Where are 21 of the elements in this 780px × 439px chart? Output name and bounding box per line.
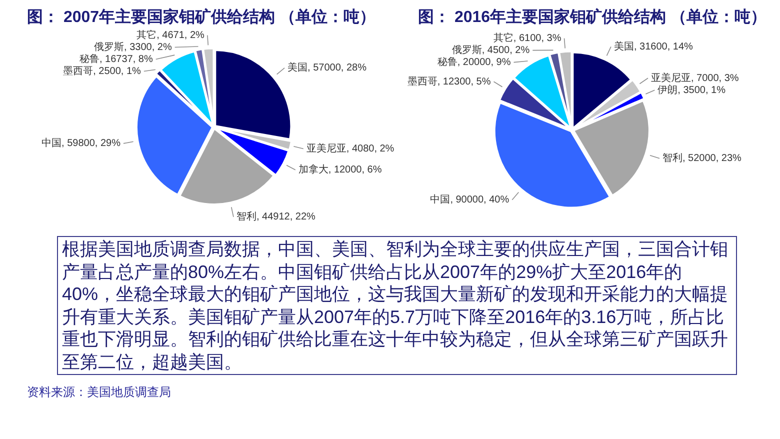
- slice-label: 俄罗斯, 3300, 2%: [94, 40, 172, 53]
- slice-label: 亚美尼亚, 7000, 3%: [650, 72, 739, 84]
- slice-label: 中国, 90000, 40%: [430, 194, 510, 206]
- slice-label: 墨西哥, 12300, 5%: [407, 76, 491, 88]
- slice-label: 伊朗, 3500, 1%: [658, 84, 726, 96]
- slice-label: 其它, 6100, 3%: [493, 32, 562, 44]
- slice-label: 俄罗斯, 4500, 2%: [452, 44, 530, 56]
- slice-label: 中国, 59800, 29%: [42, 137, 121, 150]
- slice-label: 秘鲁, 20000, 9%: [437, 56, 511, 68]
- text: 根据美国地质调查局数据，中国、美国、智利为全球主要的供应生产国，三国合计钼产量占总产量的80%左右。中国钼矿供给占比从2007年的29%扩大至2016年的40%，坐稳全球最大的钼矿产国地位，这与我国大量新矿的发现和开采能力的大幅提升有重大关系。美国钼矿产量从2007年的5.7万吨下降至2016年的3.16万吨，所占比重也下滑明显。智利的钼矿供给比重在这十年中较为稳定，但从全球第三矿产国跃升至第二位，超越美国。: [57, 236, 737, 375]
- slice-label: 墨西哥, 2500, 1%: [63, 66, 142, 77]
- slice-label: 智利, 44912, 22%: [236, 210, 316, 223]
- slice-label: 美国, 31600, 14%: [614, 40, 694, 52]
- slice-label: 智利, 52000, 23%: [662, 152, 742, 164]
- chart-title: 图： 2007年主要国家钼矿供给结构 （单位：吨）: [27, 7, 376, 28]
- text: 资料来源：美国地质调查局: [27, 384, 171, 400]
- chart-title: 图： 2016年主要国家钼矿供给结构 （单位：吨）: [418, 7, 766, 28]
- slice-label: 秘鲁, 16737, 8%: [79, 52, 153, 65]
- slice-label: 亚美尼亚, 4080, 2%: [306, 142, 394, 155]
- slice-label: 美国, 57000, 28%: [288, 62, 367, 74]
- slice-label: 加拿大, 12000, 6%: [298, 164, 382, 176]
